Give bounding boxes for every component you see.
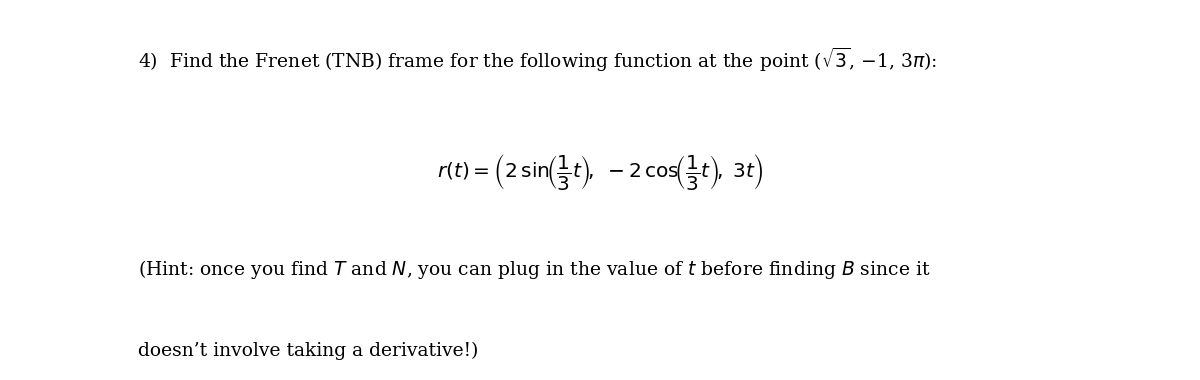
Text: 4)  Find the Frenet (TNB) frame for the following function at the point ($\sqrt{: 4) Find the Frenet (TNB) frame for the f… bbox=[138, 46, 937, 74]
Text: (Hint: once you find $\mathit{T}$ and $\mathit{N}$, you can plug in the value of: (Hint: once you find $\mathit{T}$ and $\… bbox=[138, 258, 930, 282]
Text: $\mathit{r}(t) = \left(2\,\mathrm{sin}\!\left(\dfrac{1}{3}t\right)\!,\;-2\,\math: $\mathit{r}(t) = \left(2\,\mathrm{sin}\!… bbox=[437, 152, 763, 192]
Text: doesn’t involve taking a derivative!): doesn’t involve taking a derivative!) bbox=[138, 342, 479, 360]
